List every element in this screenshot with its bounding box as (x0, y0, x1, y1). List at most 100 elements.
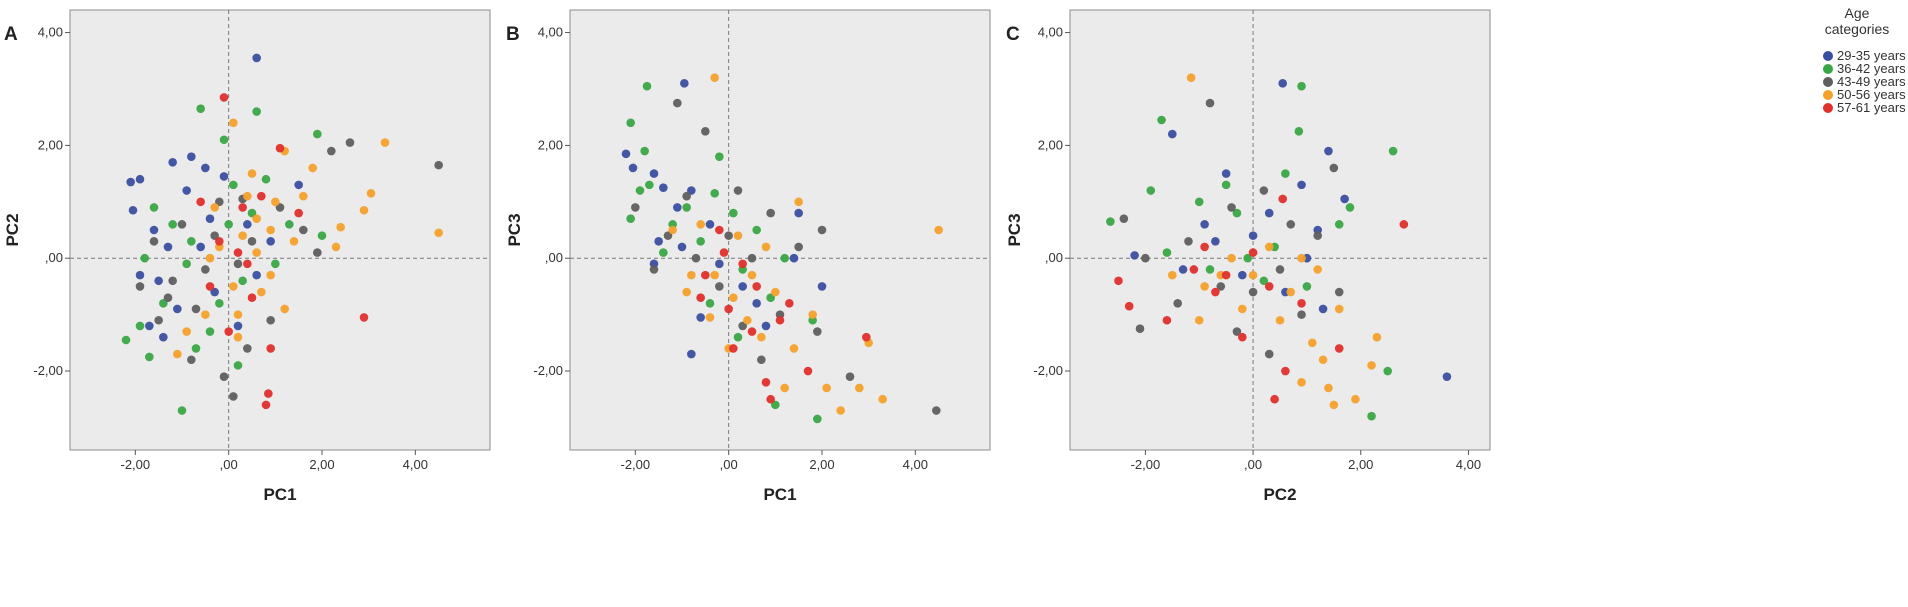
data-point (817, 225, 827, 235)
data-point (1399, 220, 1409, 229)
data-point (252, 270, 261, 280)
data-point (677, 242, 687, 252)
data-point (780, 253, 789, 263)
data-point (1186, 73, 1196, 82)
data-point (696, 293, 705, 302)
data-point (1372, 332, 1382, 342)
data-point (299, 225, 308, 235)
data-point (808, 310, 817, 319)
panel-letter: A (4, 24, 18, 45)
data-point (205, 253, 215, 263)
data-point (626, 118, 635, 128)
series-43-49-years (631, 98, 941, 415)
data-point (135, 321, 145, 331)
data-point (252, 107, 261, 116)
data-point (1248, 270, 1258, 280)
data-point (1135, 324, 1145, 334)
data-point (1243, 253, 1252, 263)
data-point (747, 253, 757, 263)
data-point (243, 344, 252, 353)
data-point (1264, 242, 1274, 252)
data-point (149, 203, 159, 212)
y-tick-label: 2,00 (538, 137, 563, 152)
data-point (128, 205, 138, 215)
legend-title: categories (1825, 21, 1890, 37)
data-point (266, 344, 275, 353)
legend-label: 50-56 years (1837, 87, 1906, 102)
data-point (135, 174, 145, 184)
data-point (836, 406, 845, 415)
data-point (738, 282, 747, 291)
data-point (233, 310, 243, 319)
data-point (182, 327, 191, 336)
series-43-49-years (135, 138, 443, 401)
data-point (233, 321, 243, 331)
data-point (233, 259, 243, 269)
data-point (1442, 372, 1452, 381)
data-point (159, 299, 168, 308)
data-point (932, 406, 941, 415)
data-point (224, 327, 233, 336)
data-point (710, 73, 719, 82)
data-point (649, 169, 659, 178)
data-point (733, 186, 743, 195)
data-point (135, 282, 145, 291)
data-point (210, 231, 219, 240)
plot-area (1069, 9, 1491, 451)
data-point (1227, 253, 1236, 263)
data-point (266, 225, 275, 235)
data-point (738, 321, 747, 331)
data-point (219, 372, 229, 381)
data-point (219, 93, 229, 102)
data-point (252, 248, 261, 257)
data-point (308, 163, 317, 173)
data-point (145, 352, 154, 362)
data-point (752, 299, 761, 308)
x-tick-label: 2,00 (1348, 457, 1373, 472)
data-point (173, 304, 182, 314)
data-point (752, 225, 761, 235)
data-point (182, 259, 191, 269)
data-point (266, 270, 275, 280)
data-point (229, 118, 238, 128)
series-50-56-years (173, 118, 443, 359)
x-axis-label: PC2 (1263, 485, 1296, 504)
data-point (673, 203, 682, 212)
data-point (771, 400, 780, 410)
data-point (733, 332, 743, 342)
data-point (747, 270, 757, 280)
data-point (1264, 349, 1274, 359)
data-point (205, 214, 215, 224)
y-tick-label: 4,00 (38, 25, 63, 40)
data-point (1184, 236, 1193, 246)
data-point (757, 355, 766, 365)
legend-title: Age (1845, 5, 1870, 21)
legend-marker (1823, 51, 1833, 61)
data-point (313, 248, 322, 257)
data-point (121, 335, 131, 345)
y-tick-label: 2,00 (1038, 137, 1063, 152)
data-point (1141, 253, 1150, 263)
data-point (789, 344, 799, 353)
series-43-49-years (1119, 98, 1344, 359)
data-point (1294, 126, 1304, 136)
x-tick-label: 4,00 (1456, 457, 1481, 472)
data-point (1278, 79, 1287, 88)
data-point (845, 372, 855, 381)
data-point (663, 231, 673, 240)
legend-marker (1823, 90, 1833, 100)
data-point (1259, 186, 1269, 195)
data-point (210, 203, 219, 212)
data-point (1168, 270, 1177, 280)
data-point (1194, 315, 1204, 325)
data-point (327, 146, 336, 156)
data-point (682, 203, 691, 212)
y-tick-label: 4,00 (1038, 25, 1063, 40)
data-point (1106, 217, 1115, 226)
data-point (691, 253, 701, 263)
data-point (1367, 361, 1376, 370)
data-point (1334, 220, 1344, 229)
data-point (1162, 315, 1172, 325)
data-point (687, 270, 696, 280)
data-point (205, 282, 215, 291)
